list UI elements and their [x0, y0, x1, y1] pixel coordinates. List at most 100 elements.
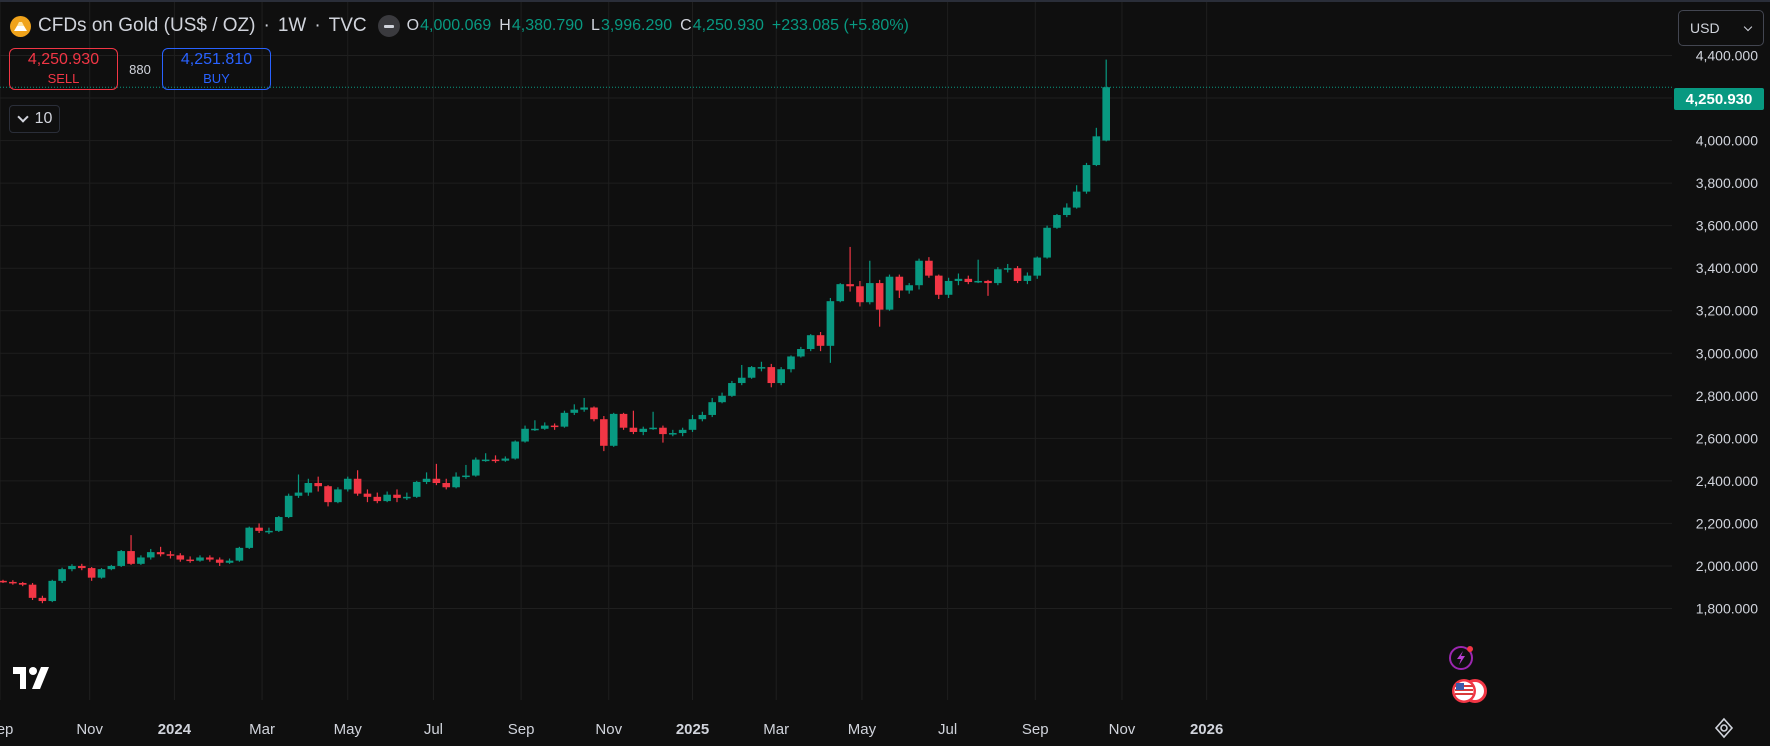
sell-button[interactable]: 4,250.930 SELL	[9, 48, 118, 90]
candle	[846, 246, 854, 292]
candle	[669, 429, 677, 437]
candle-body	[432, 478, 441, 484]
x-tick-label: Nov	[595, 721, 622, 738]
candle-body	[393, 494, 401, 498]
lightning-icon[interactable]	[1448, 643, 1476, 671]
gear-icon[interactable]	[1713, 717, 1735, 739]
candle-body	[472, 459, 480, 476]
x-tick-label: Jul	[938, 721, 957, 738]
candle-body	[629, 427, 638, 432]
candle-body	[156, 552, 165, 555]
x-tick-label: Sep	[508, 721, 535, 738]
candle	[117, 550, 125, 568]
candle	[0, 579, 7, 583]
candle-body	[1053, 215, 1061, 228]
candle-body	[166, 554, 175, 556]
currency-select[interactable]: USD	[1678, 10, 1764, 46]
high-value: 4,380.790	[511, 17, 584, 34]
candle	[265, 527, 273, 535]
candle	[462, 464, 470, 479]
candle	[176, 553, 185, 562]
candle-body	[619, 413, 628, 428]
candle	[895, 274, 904, 298]
candle	[954, 273, 963, 286]
candle	[550, 423, 559, 430]
candle	[856, 280, 864, 307]
y-tick-label: 2,400.000	[1696, 473, 1758, 489]
symbol-title[interactable]: CFDs on Gold (US$ / OZ)	[38, 15, 256, 36]
candle	[206, 555, 214, 562]
candle	[196, 555, 204, 562]
x-tick-label: May	[848, 721, 877, 738]
x-tick-label: Nov	[1109, 721, 1136, 738]
candle-body	[1063, 207, 1071, 216]
candle	[797, 346, 805, 358]
candle-body	[196, 557, 204, 561]
candle	[718, 392, 726, 404]
candle	[915, 258, 923, 290]
candle-body	[353, 478, 362, 494]
gold-coin-icon[interactable]	[10, 15, 31, 37]
candle-body	[708, 402, 716, 415]
x-tick-label: 2025	[676, 721, 709, 738]
candle	[353, 470, 362, 496]
candle	[68, 564, 76, 572]
candle	[806, 334, 815, 352]
candle	[659, 425, 667, 443]
candle-body	[265, 530, 273, 533]
candle-body	[1013, 268, 1022, 281]
candle-body	[225, 560, 234, 563]
separator: ·	[314, 15, 321, 36]
price-axis[interactable]: 1,800.000 2,000.000 2,200.000 2,400.000 2,60…	[1696, 48, 1758, 617]
candle	[708, 397, 716, 418]
candle-body	[777, 369, 785, 384]
candle-body	[501, 458, 510, 461]
candle	[442, 478, 451, 490]
candle	[412, 480, 421, 498]
candle	[540, 422, 549, 430]
candle-body	[0, 580, 7, 583]
candle-body	[422, 478, 431, 482]
candle	[678, 427, 687, 437]
candle-body	[590, 407, 598, 420]
candle	[225, 558, 234, 564]
tradingview-logo-icon[interactable]	[12, 664, 58, 692]
y-tick-label: 2,800.000	[1696, 388, 1758, 404]
separator: ·	[263, 15, 270, 36]
candle-body	[324, 486, 332, 503]
candle-body	[649, 427, 657, 430]
candle	[393, 489, 401, 503]
candle	[1013, 266, 1022, 284]
symbol-legend: CFDs on Gold (US$ / OZ) · 1W · TVC O 4,0…	[10, 14, 909, 38]
y-tick-label: 2,200.000	[1696, 515, 1758, 531]
candle-body	[18, 582, 27, 585]
candle-body	[560, 412, 569, 427]
candle	[28, 582, 37, 600]
close-value: 4,250.930	[692, 17, 764, 34]
candle	[560, 410, 569, 428]
indicator-toggle[interactable]: 10	[9, 105, 60, 133]
candle	[18, 581, 27, 587]
candle	[826, 297, 835, 363]
candle-body	[954, 278, 963, 281]
candle-body	[609, 413, 618, 446]
candle-body	[836, 284, 845, 302]
candle	[974, 259, 982, 284]
interval-label[interactable]: 1W	[277, 15, 307, 36]
change-value: +233.085 (+5.80%)	[771, 17, 909, 34]
collapse-icon[interactable]	[377, 15, 400, 37]
exchange-label: TVC	[328, 15, 367, 36]
candle	[1072, 185, 1081, 209]
candle	[275, 515, 283, 532]
time-axis[interactable]: Sep Nov 2024 Mar May Jul Sep Nov 2025 Mar May Jul Se…	[0, 721, 1223, 738]
candle-body	[787, 356, 795, 370]
candle	[590, 406, 598, 422]
candle	[1092, 127, 1101, 167]
us-flag-icon[interactable]	[1448, 676, 1492, 706]
candle	[767, 363, 776, 388]
candle-body	[284, 495, 293, 518]
buy-button[interactable]: 4,251.810 BUY	[162, 48, 271, 90]
candle-body	[511, 441, 519, 459]
